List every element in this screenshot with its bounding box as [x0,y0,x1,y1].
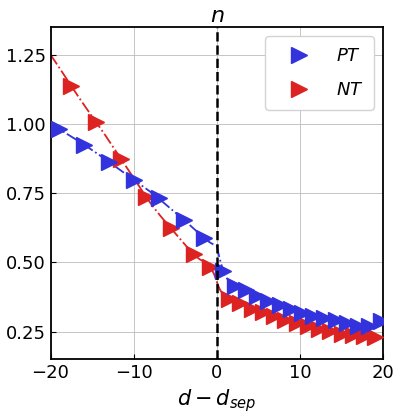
$NT$ [238,300,243,305]
$PT$ [244,288,248,293]
$NT$ [373,334,378,339]
Line: $NT$: $NT$ [64,79,383,344]
$PT$ [288,307,293,312]
$NT$ [339,331,344,336]
Title: $n$: $n$ [210,5,224,26]
$NT$ [119,157,124,162]
$NT$ [283,317,288,322]
$NT$ [306,323,310,328]
$PT$ [356,323,360,328]
$PT$ [367,323,372,328]
$NT$ [249,306,254,311]
$PT$ [232,284,237,289]
$NT$ [227,296,232,301]
$PT$ [81,142,86,147]
Legend: $PT$, $NT$: $PT$, $NT$ [265,36,374,110]
$PT$ [255,294,260,299]
$PT$ [322,315,327,320]
$PT$ [300,310,304,315]
$PT$ [378,318,383,323]
$NT$ [208,265,212,270]
$NT$ [317,326,322,331]
$PT$ [202,236,207,241]
$PT$ [221,268,226,273]
$PT$ [277,303,282,308]
$NT$ [328,329,333,334]
$PT$ [266,299,271,304]
$PT$ [333,318,338,323]
$PT$ [106,159,111,164]
$PT$ [131,177,136,182]
$NT$ [294,320,299,326]
$NT$ [169,226,174,231]
Line: $PT$: $PT$ [51,121,388,333]
$PT$ [344,321,349,326]
X-axis label: $d - d_{sep}$: $d - d_{sep}$ [177,388,256,415]
$NT$ [69,84,74,89]
$NT$ [362,334,366,339]
$PT$ [181,217,186,222]
$PT$ [56,126,61,131]
$NT$ [272,313,276,318]
$NT$ [94,120,99,125]
$PT$ [156,196,161,201]
$NT$ [191,252,196,257]
$PT$ [311,313,316,318]
$NT$ [144,194,148,200]
$NT$ [350,333,355,338]
$NT$ [260,310,265,315]
